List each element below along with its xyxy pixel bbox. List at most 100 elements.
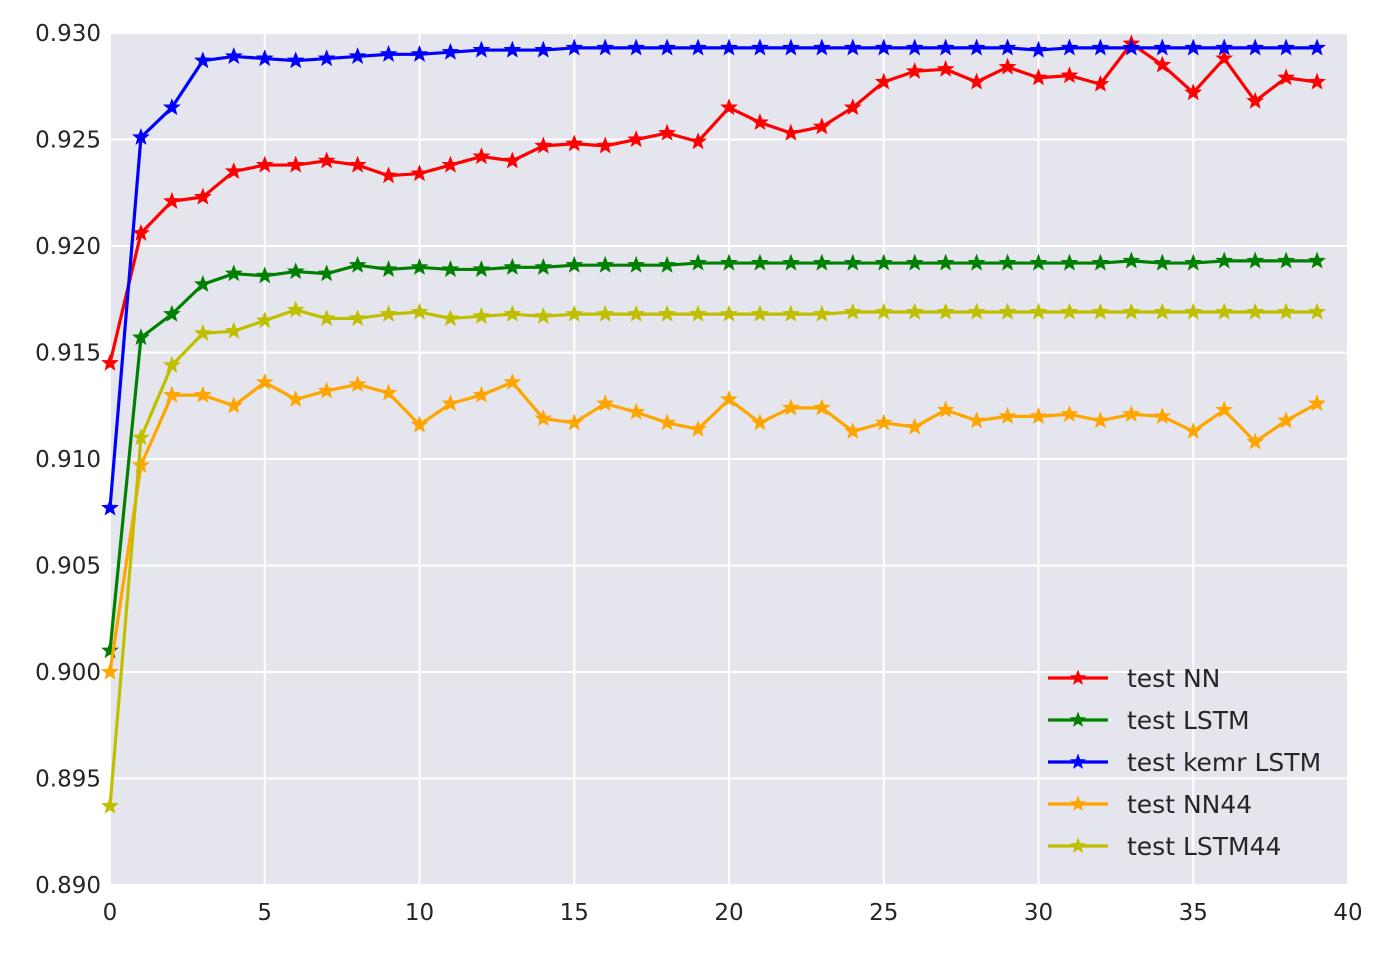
data-point <box>843 421 862 439</box>
data-point <box>503 372 522 390</box>
data-point <box>1091 411 1110 429</box>
data-point <box>998 253 1017 271</box>
data-point <box>286 390 305 407</box>
data-point <box>658 255 676 273</box>
data-point <box>1215 251 1234 269</box>
series-line <box>108 259 1318 651</box>
data-point <box>441 155 460 173</box>
legend-marker <box>1069 711 1087 727</box>
data-point <box>379 44 398 62</box>
data-point <box>101 498 119 516</box>
data-point <box>472 385 491 403</box>
data-point <box>503 257 522 275</box>
x-tick-label: 30 <box>1024 900 1053 926</box>
data-point <box>1246 38 1265 56</box>
y-tick-label: 0.900 <box>35 660 101 686</box>
data-point <box>1029 407 1048 424</box>
data-point <box>101 353 119 371</box>
data-point <box>565 304 584 322</box>
data-point <box>410 302 429 320</box>
x-tick-label: 15 <box>560 900 589 926</box>
series-line <box>108 46 1318 509</box>
data-point <box>874 253 893 271</box>
legend-marker <box>1069 837 1087 853</box>
data-point <box>658 38 676 56</box>
series-test-lstm <box>101 251 1326 659</box>
legend-item: test LSTM44 <box>1048 832 1281 861</box>
data-point <box>348 255 367 273</box>
data-point <box>751 413 769 431</box>
data-point <box>843 98 862 116</box>
legend-marker <box>1069 669 1087 685</box>
legend-label: test NN44 <box>1127 790 1252 819</box>
data-point <box>596 394 615 412</box>
data-point <box>1246 91 1265 109</box>
data-point <box>317 309 336 326</box>
data-point <box>441 309 460 326</box>
data-point <box>348 155 367 173</box>
data-point <box>596 136 615 154</box>
data-point <box>255 372 274 390</box>
series-test-nn <box>101 34 1326 371</box>
data-point <box>503 304 522 322</box>
data-point <box>1122 404 1141 422</box>
data-point <box>782 253 800 271</box>
data-point <box>905 417 924 435</box>
x-tick-label: 5 <box>257 900 272 926</box>
data-point <box>224 321 243 339</box>
data-point <box>1277 251 1295 269</box>
data-point <box>441 42 460 60</box>
data-point <box>255 311 274 329</box>
y-tick-label: 0.930 <box>35 21 101 47</box>
data-point <box>1308 38 1326 56</box>
data-point <box>782 304 800 322</box>
data-point <box>410 415 429 433</box>
data-point <box>1153 253 1172 271</box>
data-point <box>132 456 150 473</box>
x-tick-label: 0 <box>103 900 118 926</box>
legend: test NN test LSTM test kemr LSTM test NN44 t… <box>1048 664 1321 861</box>
data-point <box>1246 302 1265 320</box>
data-point <box>1184 83 1203 101</box>
data-point <box>1277 411 1295 429</box>
data-point <box>1122 251 1141 269</box>
data-point <box>193 274 212 292</box>
data-point <box>1153 407 1172 424</box>
data-point <box>1091 74 1110 92</box>
data-point <box>101 796 119 814</box>
data-point <box>658 413 676 431</box>
data-point <box>720 98 738 116</box>
data-point <box>874 72 893 90</box>
data-point <box>1153 302 1172 320</box>
data-point <box>255 49 274 67</box>
data-point <box>193 187 212 205</box>
data-point <box>379 260 398 277</box>
data-point <box>812 253 831 271</box>
series-line <box>108 42 1318 364</box>
data-point <box>472 306 491 324</box>
data-point <box>1122 302 1141 320</box>
data-point <box>1215 38 1234 56</box>
data-point <box>1091 253 1110 271</box>
data-point <box>1184 302 1203 320</box>
data-point <box>998 302 1017 320</box>
data-point <box>379 166 398 184</box>
legend-label: test NN <box>1127 664 1220 693</box>
data-point <box>627 38 646 56</box>
data-point <box>998 57 1017 75</box>
data-point <box>720 253 738 271</box>
data-point <box>1277 302 1295 320</box>
data-point <box>286 51 305 69</box>
data-point <box>689 38 707 56</box>
data-point <box>1308 302 1326 320</box>
data-point <box>1060 302 1079 320</box>
data-point <box>348 309 367 326</box>
data-point <box>565 413 584 431</box>
data-point <box>441 394 460 412</box>
data-point <box>936 400 955 418</box>
data-point <box>936 59 955 77</box>
data-point <box>255 155 274 173</box>
data-point <box>1091 302 1110 320</box>
data-point <box>1184 38 1203 56</box>
